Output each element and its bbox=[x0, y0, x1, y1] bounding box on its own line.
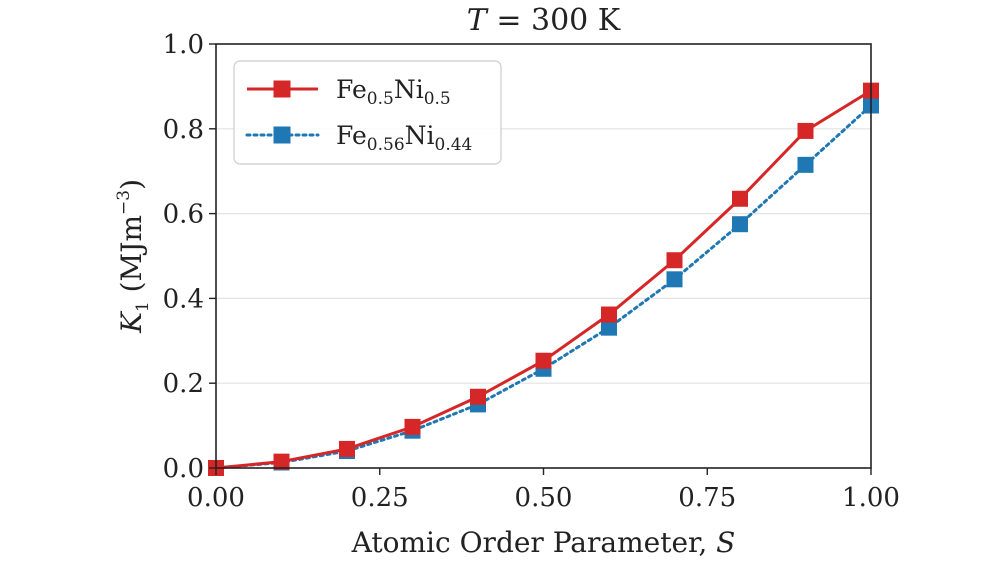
y-tick-label: 0.6 bbox=[163, 200, 204, 230]
y-tick-label: 0.8 bbox=[163, 115, 204, 145]
y-tick-label: 0.0 bbox=[163, 454, 204, 484]
series-0-marker bbox=[339, 440, 355, 457]
series-1-marker bbox=[666, 271, 683, 288]
series-1-marker bbox=[732, 216, 748, 233]
series-0-marker bbox=[273, 453, 290, 470]
y-tick-label: 0.2 bbox=[163, 369, 204, 399]
series-0-marker bbox=[404, 418, 421, 435]
series-1-marker bbox=[601, 319, 617, 336]
x-tick-label: 0.25 bbox=[351, 483, 409, 513]
legend-marker-fe056 bbox=[273, 126, 291, 144]
chart-title: T = 300 K bbox=[467, 3, 621, 38]
legend: Fe0.5Ni0.5 Fe0.56Ni0.44 bbox=[233, 60, 502, 165]
legend-marker-fe05 bbox=[273, 80, 291, 98]
tick-layer: 0.0 0.2 0.4 0.6 0.8 1.0 0.00 0.25 0.50 0.75 1.00 bbox=[163, 30, 900, 513]
y-tick-label: 1.0 bbox=[163, 30, 204, 60]
series-0-marker bbox=[666, 252, 683, 269]
x-tick-label: 1.00 bbox=[842, 483, 900, 513]
y-tick-label: 0.4 bbox=[163, 284, 204, 314]
legend-label-fe05: Fe0.5Ni0.5 bbox=[336, 75, 451, 109]
y-axis-label: K1 (MJm−3) bbox=[114, 179, 153, 334]
series-0-marker bbox=[535, 352, 552, 369]
series-layer bbox=[208, 82, 879, 476]
series-0-marker bbox=[797, 122, 814, 139]
x-tick-label: 0.75 bbox=[678, 483, 736, 513]
series-1-marker bbox=[797, 156, 814, 173]
series-0-marker bbox=[470, 388, 486, 405]
x-tick-label: 0.50 bbox=[515, 483, 573, 513]
x-axis-label: Atomic Order Parameter, S bbox=[351, 526, 736, 559]
legend-box bbox=[233, 60, 502, 165]
legend-label-fe056: Fe0.56Ni0.44 bbox=[336, 121, 472, 155]
series-0-marker bbox=[732, 190, 748, 207]
x-tick-label: 0.00 bbox=[187, 483, 245, 513]
series-0-marker bbox=[601, 306, 617, 323]
